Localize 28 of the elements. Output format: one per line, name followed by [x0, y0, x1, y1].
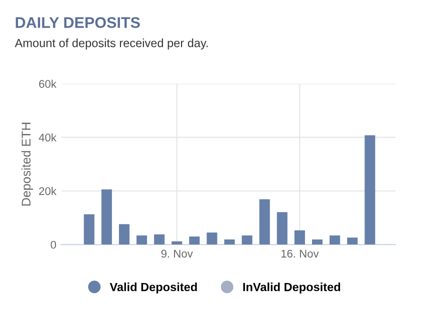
bar: [224, 239, 235, 245]
bar: [330, 235, 340, 245]
y-tick-label: 20k: [39, 186, 56, 196]
bar: [84, 214, 94, 245]
y-tick-label: 0: [50, 240, 56, 249]
bar: [312, 239, 323, 245]
bar: [347, 238, 358, 245]
bar: [259, 199, 270, 245]
bar: [172, 241, 182, 245]
y-axis-title: Deposited ETH: [21, 122, 34, 206]
bar: [136, 235, 148, 245]
chart-title: DAILY DEPOSITS: [16, 17, 140, 28]
x-tick-label: 16. Nov: [281, 250, 319, 258]
x-tick-label: 9. Nov: [161, 250, 193, 258]
bar: [294, 230, 305, 245]
bar: [276, 212, 288, 245]
legend-label: InValid Deposited: [243, 282, 340, 294]
bar: [154, 234, 165, 245]
legend-label: Valid Deposited: [110, 282, 197, 294]
bar: [189, 236, 200, 245]
bar: [101, 189, 112, 245]
bar: [206, 232, 218, 245]
y-tick-label: 40k: [38, 133, 56, 142]
y-tick-label: 60k: [39, 80, 56, 88]
bar: [242, 235, 252, 245]
chart-subtitle: Amount of deposits received per day.: [14, 38, 208, 50]
bar: [364, 135, 376, 245]
bar: [118, 224, 130, 245]
